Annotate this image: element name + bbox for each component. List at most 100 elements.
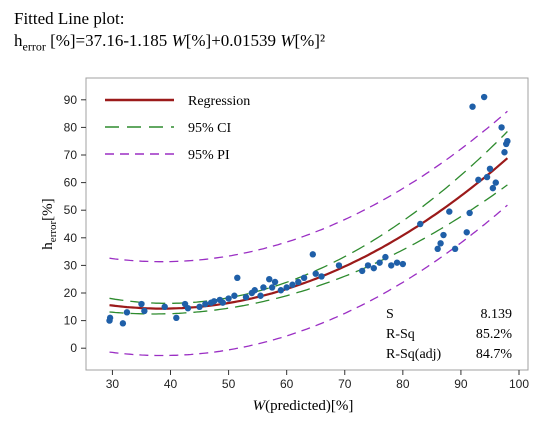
data-point	[376, 259, 383, 266]
pi-lower-line	[109, 204, 508, 357]
data-point	[225, 295, 232, 302]
data-point	[242, 293, 250, 301]
axes-group: 30 40 50 60 70 80 90 100 0 10 20 30 40 50 60 70 80 90	[64, 93, 530, 391]
eq-w-1: W	[171, 31, 186, 50]
x-tick-label: 60	[280, 377, 294, 391]
ci-lower-line	[109, 184, 508, 315]
data-point	[268, 284, 276, 291]
x-tick-label: 90	[454, 377, 468, 391]
data-point	[106, 314, 114, 322]
data-point	[417, 220, 424, 228]
data-point	[486, 165, 494, 172]
data-point	[498, 124, 505, 131]
data-point	[119, 320, 127, 327]
eq-h: h	[14, 31, 23, 50]
points-group	[106, 93, 511, 327]
data-point	[309, 251, 317, 258]
data-point	[173, 314, 180, 322]
legend-label: Regression	[188, 94, 250, 109]
data-point	[202, 300, 209, 308]
legend-label: 95% PI	[188, 148, 230, 163]
eq-part-1: [%]=37.16-1.185	[45, 31, 172, 50]
regression-equation: herror [%]=37.16-1.185 W[%]+0.01539 W[%]…	[14, 30, 325, 57]
chart-title: Fitted Line plot:	[14, 9, 125, 28]
stat-value: 8.139	[481, 307, 513, 322]
y-tick-label: 70	[64, 148, 78, 162]
data-point	[138, 300, 145, 308]
data-point	[219, 299, 226, 306]
eq-part-2: [%]+0.01539	[185, 31, 281, 50]
y-tick-label: 60	[64, 176, 78, 190]
data-point	[370, 264, 377, 272]
data-point	[210, 298, 218, 305]
data-point	[196, 303, 203, 310]
y-tick-label: 0	[70, 341, 77, 355]
data-point	[184, 304, 192, 312]
y-tick-label: 20	[64, 286, 78, 300]
plot-frame	[85, 77, 529, 371]
data-point	[382, 253, 389, 261]
data-point	[358, 267, 366, 275]
y-tick-label: 40	[64, 231, 78, 245]
pi-upper-line	[109, 110, 508, 263]
data-point	[388, 262, 395, 269]
y-tick-label: 30	[64, 258, 78, 272]
data-point	[295, 278, 302, 286]
data-point	[492, 179, 499, 186]
x-tick-label: 80	[396, 377, 410, 391]
x-tick-label: 70	[338, 377, 352, 391]
x-axis-label: W(predicted)[%]	[253, 398, 354, 414]
x-tick-label: 100	[509, 377, 529, 391]
data-point	[437, 240, 444, 247]
lines-group	[109, 110, 509, 357]
data-point	[283, 284, 290, 291]
data-point	[399, 260, 407, 268]
legend: Regression 95% CI 95% PI	[105, 94, 250, 163]
data-point	[466, 209, 473, 217]
data-point	[260, 284, 267, 291]
y-tick-label: 90	[64, 93, 78, 107]
data-point	[312, 270, 319, 277]
data-point	[463, 229, 470, 236]
data-point	[234, 274, 241, 282]
data-point	[451, 245, 459, 253]
data-point	[289, 281, 296, 288]
data-point	[440, 231, 447, 239]
x-tick-label: 30	[106, 377, 120, 391]
eq-part-3: [%]²	[294, 31, 326, 50]
regression-line	[109, 157, 509, 310]
data-point	[300, 274, 308, 282]
eq-h-subscript: error	[22, 39, 46, 54]
data-point	[483, 173, 491, 181]
data-point	[393, 259, 401, 266]
data-point	[231, 292, 238, 299]
stat-value: 85.2%	[476, 327, 513, 342]
data-point	[123, 309, 131, 316]
data-point	[501, 149, 508, 156]
stat-value: 84.7%	[476, 347, 513, 362]
data-point	[475, 176, 482, 184]
chart-title-block: Fitted Line plot: herror [%]=37.16-1.185…	[14, 8, 325, 57]
eq-w-2: W	[280, 31, 295, 50]
legend-label: 95% CI	[188, 121, 232, 136]
y-tick-label: 80	[64, 120, 78, 134]
data-point	[335, 262, 343, 269]
stat-label: S	[386, 307, 394, 322]
x-tick-label: 50	[222, 377, 236, 391]
data-point	[251, 287, 258, 294]
data-point	[141, 307, 148, 315]
data-point	[504, 138, 511, 145]
stats-box: S 8.139 R-Sq 85.2% R-Sq(adj) 84.7%	[386, 307, 512, 362]
data-point	[266, 276, 273, 283]
data-point	[161, 303, 168, 310]
data-point	[318, 273, 325, 280]
data-point	[434, 245, 441, 253]
data-point	[446, 208, 453, 215]
ci-upper-line	[109, 131, 508, 305]
data-point	[277, 287, 285, 294]
data-point	[469, 103, 476, 110]
data-point	[364, 262, 372, 269]
data-point	[257, 292, 264, 299]
stat-label: R-Sq	[386, 327, 415, 342]
